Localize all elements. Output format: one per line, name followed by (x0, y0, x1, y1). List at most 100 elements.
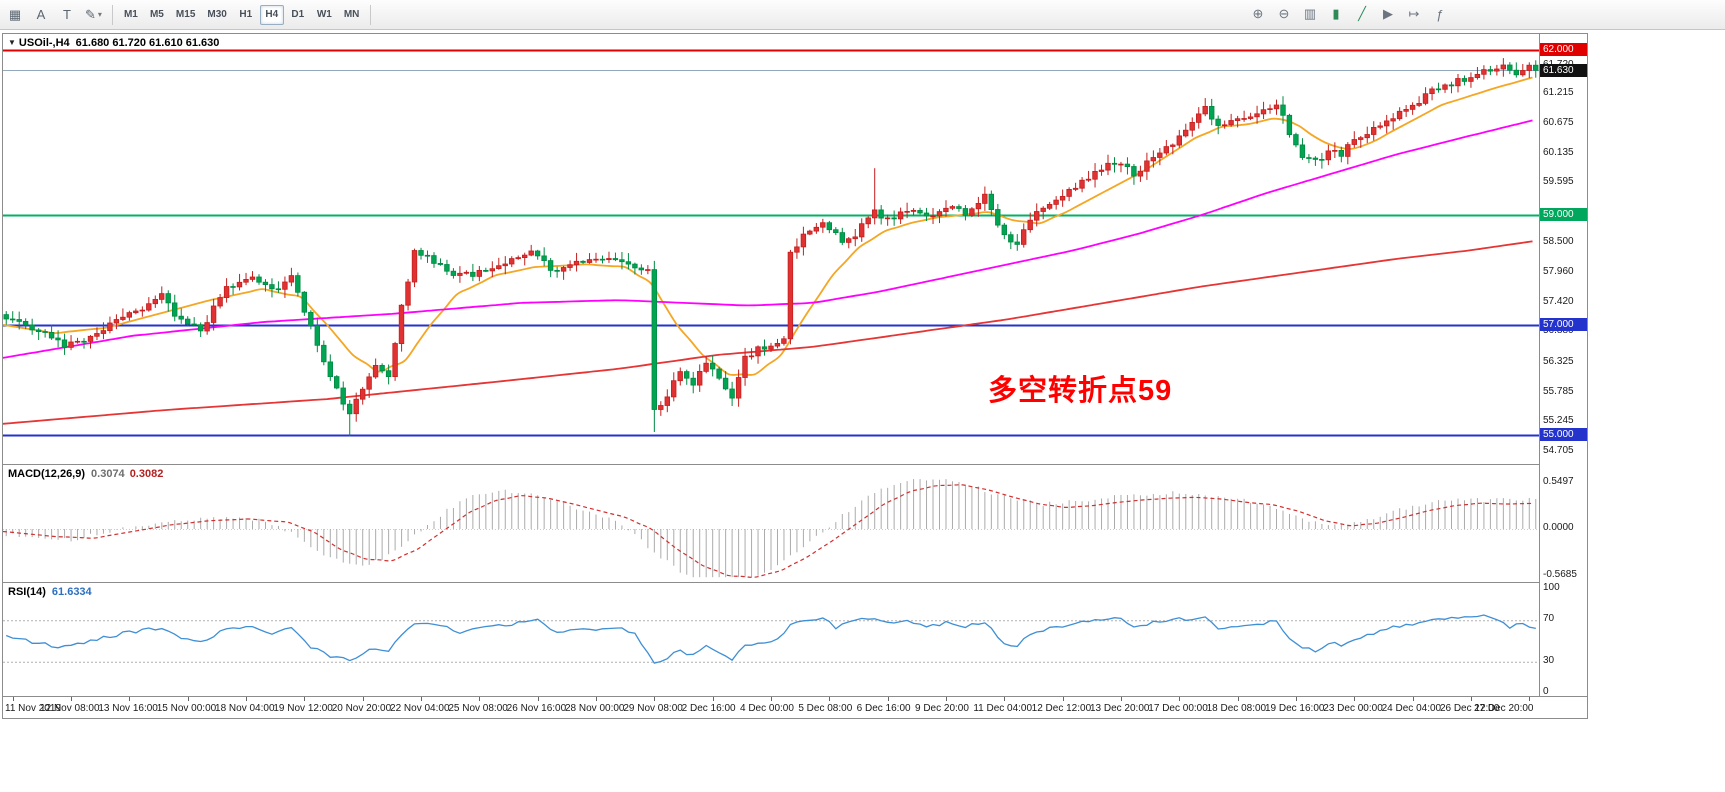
time-tick (1238, 697, 1239, 701)
time-tick (596, 697, 597, 701)
time-label: 18 Dec 08:00 (1206, 703, 1267, 714)
time-label: 19 Nov 12:00 (273, 703, 333, 714)
macd-signal-value: 0.3082 (129, 468, 164, 480)
timeframe-M5[interactable]: M5 (149, 9, 164, 20)
time-label: 19 Dec 16:00 (1264, 703, 1325, 714)
time-tick (713, 697, 714, 701)
draw-tools-dropdown-icon: ✎ (85, 6, 96, 22)
macd-chart[interactable] (3, 465, 1539, 582)
timeframe-H1[interactable]: H1 (239, 9, 253, 20)
time-label: 11 Dec 04:00 (973, 703, 1033, 714)
timeframe-M1[interactable]: M1 (123, 9, 138, 20)
price-tick: 59.595 (1543, 176, 1574, 188)
time-label: 17 Dec 00:00 (1148, 703, 1208, 714)
time-label: 23 Dec 00:00 (1323, 703, 1383, 714)
timeframe-M30[interactable]: M30 (207, 9, 227, 20)
symbol-period-label: USOil-,H4 (18, 37, 70, 49)
time-tick (1354, 697, 1355, 701)
time-label: 28 Nov 00:00 (565, 703, 625, 714)
rsi-tick: 100 (1543, 582, 1560, 593)
time-tick (1063, 697, 1064, 701)
text-label-tool-icon: T (63, 7, 71, 22)
indicators-list-icon[interactable]: ƒ (1436, 6, 1444, 22)
time-label: 2 Dec 16:00 (681, 703, 736, 714)
time-tick (771, 697, 772, 701)
time-tick (654, 697, 655, 701)
time-tick (188, 697, 189, 701)
price-tick: 58.500 (1543, 236, 1574, 248)
chart-shift-icon[interactable]: ↦ (1408, 6, 1420, 21)
candlestick-chart[interactable] (3, 34, 1539, 464)
time-tick (538, 697, 539, 701)
ma-medium-magenta[interactable] (3, 119, 1533, 359)
time-label: 22 Nov 04:00 (390, 703, 450, 714)
macd-pane[interactable]: MACD(12,26,9) 0.3074 0.3082 (3, 464, 1539, 582)
zoom-in-icon[interactable]: ⊕ (1252, 6, 1264, 21)
time-tick (1471, 697, 1472, 701)
time-label: 5 Dec 08:00 (798, 703, 853, 714)
toolbar: ▦ A T ✎ ▾ M1 M5 M15 M30 H1 H4 D1 W1 MN ⊕ ⊖ ▥ ▮ ╱ ▶ ↦ ƒ (0, 0, 1725, 30)
chart-tools-group: ⊕ ⊖ ▥ ▮ ╱ ▶ ↦ ƒ (1245, 3, 1453, 25)
time-axis[interactable]: 11 Nov 2019 12 Nov 08:00 13 Nov 16:00 15 No… (3, 696, 1587, 718)
macd-label: MACD(12,26,9) 0.3074 0.3082 (8, 468, 163, 480)
dropdown-caret-icon: ▾ (97, 10, 102, 19)
macd-signal-line[interactable] (3, 484, 1533, 578)
ma-fast-orange[interactable] (3, 76, 1533, 376)
time-tick (1004, 697, 1005, 701)
macd-tick: 0.0000 (1543, 522, 1574, 533)
auto-scroll-icon[interactable]: ▶ (1383, 6, 1393, 21)
chart-grid-button[interactable]: ▦ (3, 4, 27, 26)
time-label: 12 Nov 08:00 (40, 703, 100, 714)
time-label: 26 Nov 16:00 (506, 703, 567, 714)
time-tick (304, 697, 305, 701)
time-label: 9 Dec 20:00 (914, 703, 969, 714)
price-tick: 56.325 (1543, 355, 1574, 367)
timeframe-MN[interactable]: MN (343, 9, 360, 20)
macd-main-value: 0.3074 (91, 468, 125, 480)
macd-tick: 0.5497 (1543, 476, 1574, 488)
time-tick (829, 697, 830, 701)
rsi-pane[interactable]: RSI(14) 61.6334 (3, 582, 1539, 696)
timeframe-H4[interactable]: H4 (259, 4, 284, 25)
time-tick (1121, 697, 1122, 701)
text-label-tool-button[interactable]: T (55, 4, 79, 26)
draw-tools-dropdown-button[interactable]: ✎ ▾ (81, 4, 106, 26)
main-chart-pane[interactable]: ▼ USOil-,H4 61.680 61.720 61.610 61.630 多空… (3, 34, 1539, 464)
rsi-label: RSI(14) 61.6334 (8, 586, 92, 598)
price-tag-57.000: 57.000 (1540, 318, 1587, 332)
time-tick (1179, 697, 1180, 701)
chart-window: ▼ USOil-,H4 61.680 61.720 61.610 61.630 多空… (2, 33, 1588, 719)
timeframe-M15[interactable]: M15 (175, 9, 196, 20)
zoom-out-icon[interactable]: ⊖ (1278, 6, 1290, 21)
price-axis[interactable]: 61.72061.21560.67560.13559.59558.50057.9… (1539, 34, 1587, 697)
chart-caret-icon[interactable]: ▼ (8, 38, 16, 47)
price-tick: 61.215 (1543, 87, 1574, 99)
time-tick (479, 697, 480, 701)
time-label: 24 Dec 04:00 (1381, 703, 1442, 714)
price-tag-61.630: 61.630 (1540, 63, 1587, 77)
time-label: 4 Dec 00:00 (740, 703, 794, 714)
price-tick: 57.960 (1543, 266, 1574, 278)
macd-indicator-name: MACD(12,26,9) (8, 468, 86, 480)
rsi-chart[interactable] (3, 583, 1539, 696)
candlestick-chart-icon[interactable]: ▮ (1332, 6, 1340, 21)
bar-chart-icon[interactable]: ▥ (1303, 6, 1317, 21)
time-tick (71, 697, 72, 701)
rsi-tick: 0 (1543, 686, 1549, 697)
time-tick (129, 697, 130, 701)
time-label: 20 Nov 20:00 (331, 703, 392, 714)
time-tick (946, 697, 947, 701)
rsi-value: 61.6334 (51, 586, 92, 598)
timeframe-W1[interactable]: W1 (316, 9, 332, 20)
time-tick (1529, 697, 1530, 701)
price-tag-62.000: 62.000 (1540, 43, 1587, 57)
timeframe-D1[interactable]: D1 (291, 9, 305, 20)
price-tick: 60.135 (1543, 146, 1574, 158)
chart-header: ▼ USOil-,H4 61.680 61.720 61.610 61.630 (8, 37, 219, 49)
line-chart-icon[interactable]: ╱ (1358, 6, 1366, 21)
ma-slow-red[interactable] (3, 240, 1533, 425)
time-label: 15 Nov 00:00 (156, 703, 217, 714)
text-tool-button[interactable]: A (29, 4, 53, 26)
rsi-line[interactable] (5, 614, 1536, 664)
timeframe-group: M1 M5 M15 M30 H1 H4 D1 W1 MN (118, 4, 365, 25)
